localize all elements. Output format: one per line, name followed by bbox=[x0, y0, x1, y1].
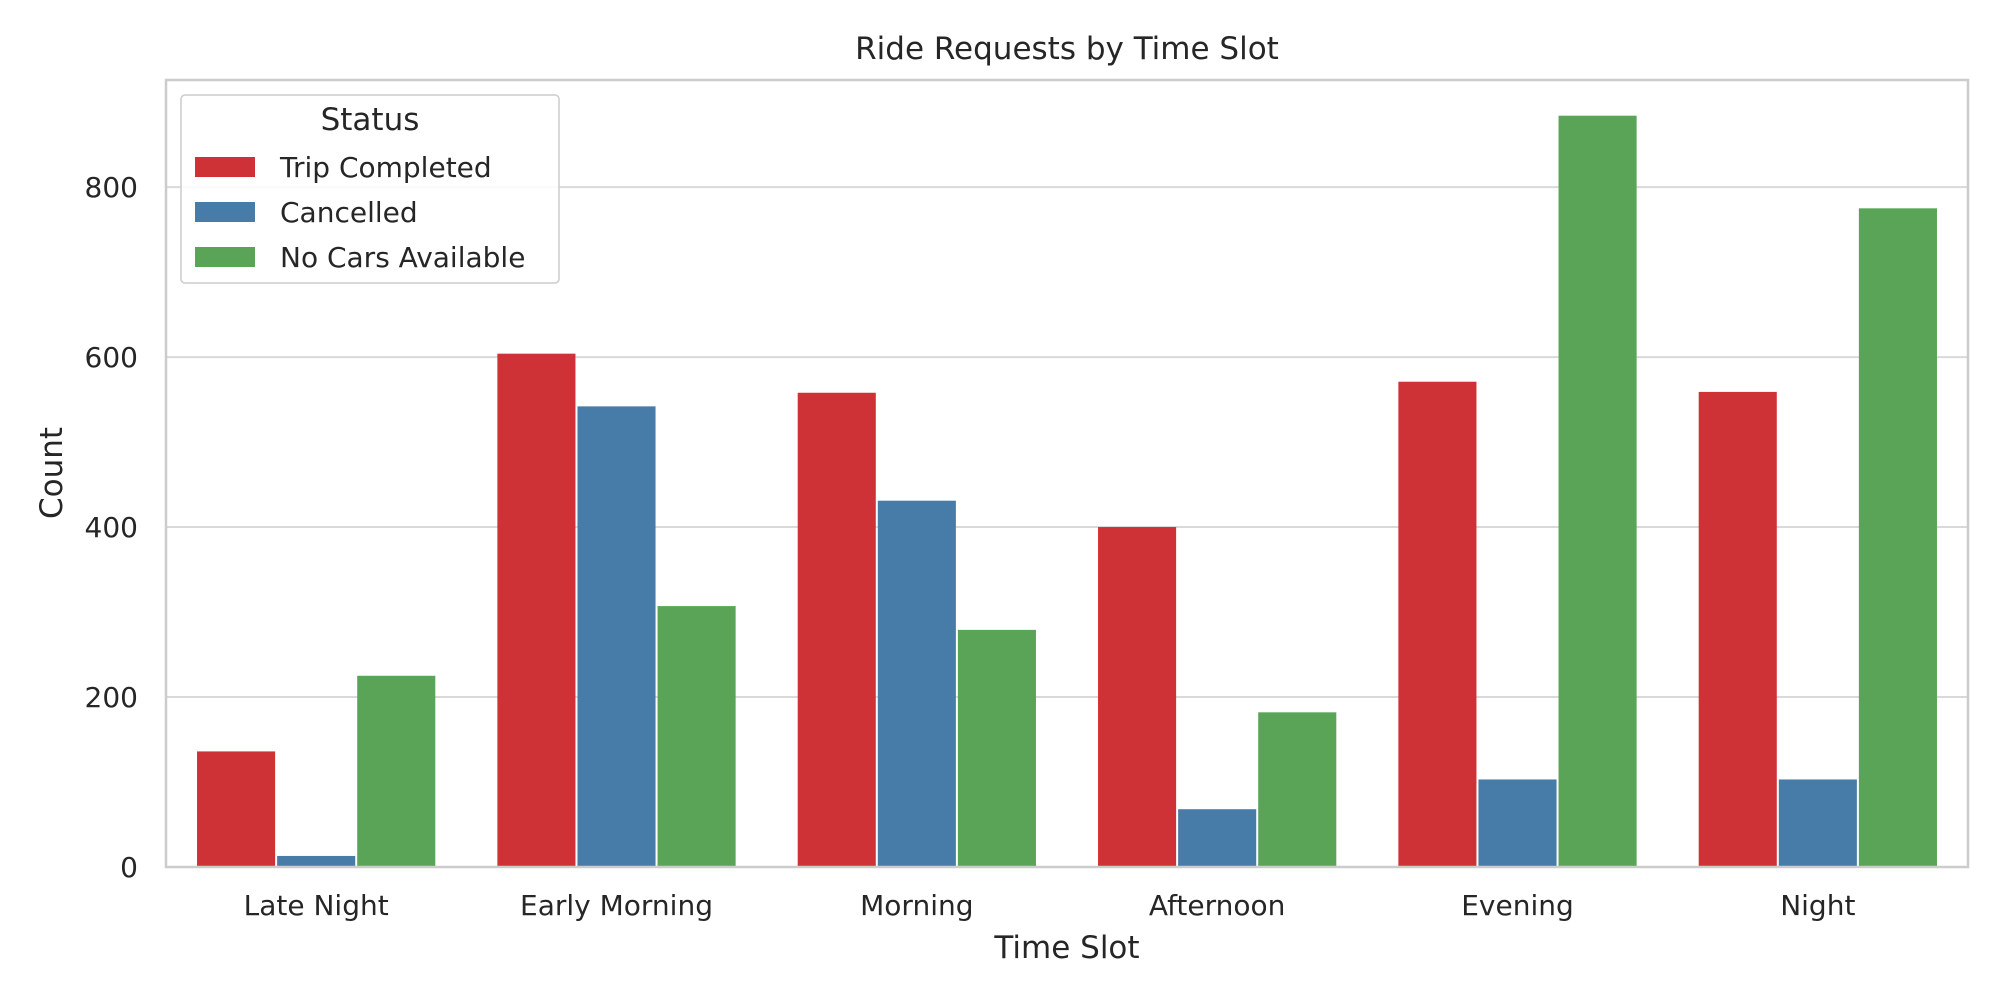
bar-cancelled bbox=[1178, 809, 1257, 867]
y-tick-label: 600 bbox=[85, 341, 138, 374]
legend-swatch bbox=[195, 157, 255, 177]
bar-trip-completed bbox=[1398, 381, 1477, 867]
legend-label: Cancelled bbox=[280, 196, 418, 229]
chart-title: Ride Requests by Time Slot bbox=[855, 31, 1279, 67]
legend-label: Trip Completed bbox=[279, 151, 492, 184]
legend-title: Status bbox=[321, 102, 420, 138]
bar-cancelled bbox=[1778, 779, 1857, 867]
legend-label: No Cars Available bbox=[280, 241, 525, 274]
x-tick-label: Early Morning bbox=[520, 889, 713, 922]
y-tick-label: 800 bbox=[85, 171, 138, 204]
y-ticks: 0 200 400 600 800 bbox=[85, 171, 138, 884]
bar-trip-completed bbox=[497, 353, 576, 867]
bar-trip-completed bbox=[197, 751, 276, 867]
bar-trip-completed bbox=[797, 392, 876, 867]
bar-cancelled bbox=[877, 500, 956, 867]
plot-frame bbox=[164, 78, 1970, 869]
y-tick-label: 200 bbox=[85, 681, 138, 714]
bars bbox=[197, 115, 1937, 868]
legend-swatch bbox=[195, 202, 255, 222]
bar-no-cars-available bbox=[1558, 115, 1637, 868]
bar-no-cars-available bbox=[357, 675, 436, 867]
x-tick-label: Late Night bbox=[244, 889, 389, 922]
x-tick-label: Night bbox=[1780, 889, 1855, 922]
bar-cancelled bbox=[277, 855, 356, 867]
bar-trip-completed bbox=[1098, 527, 1177, 867]
x-axis-label: Time Slot bbox=[993, 930, 1139, 966]
bar-cancelled bbox=[577, 406, 656, 867]
x-ticks: Late Night Early Morning Morning Afternoon E… bbox=[244, 889, 1856, 922]
x-tick-label: Evening bbox=[1461, 889, 1574, 922]
legend-box bbox=[180, 94, 560, 284]
y-tick-label: 400 bbox=[85, 511, 138, 544]
bar-cancelled bbox=[1478, 779, 1557, 867]
bar-no-cars-available bbox=[1258, 712, 1337, 867]
bar-no-cars-available bbox=[657, 606, 736, 867]
bar-no-cars-available bbox=[1858, 208, 1937, 868]
legend-swatch bbox=[195, 247, 255, 267]
y-axis-label: Count bbox=[34, 427, 70, 519]
x-tick-label: Morning bbox=[860, 889, 973, 922]
y-tick-label: 0 bbox=[120, 851, 138, 884]
bar-no-cars-available bbox=[957, 629, 1036, 867]
bar-trip-completed bbox=[1698, 391, 1777, 867]
legend-items: Trip Completed Cancelled No Cars Available bbox=[195, 151, 525, 274]
legend: Status Trip Completed Cancelled No Cars Av… bbox=[180, 94, 560, 284]
x-tick-label: Afternoon bbox=[1149, 889, 1286, 922]
